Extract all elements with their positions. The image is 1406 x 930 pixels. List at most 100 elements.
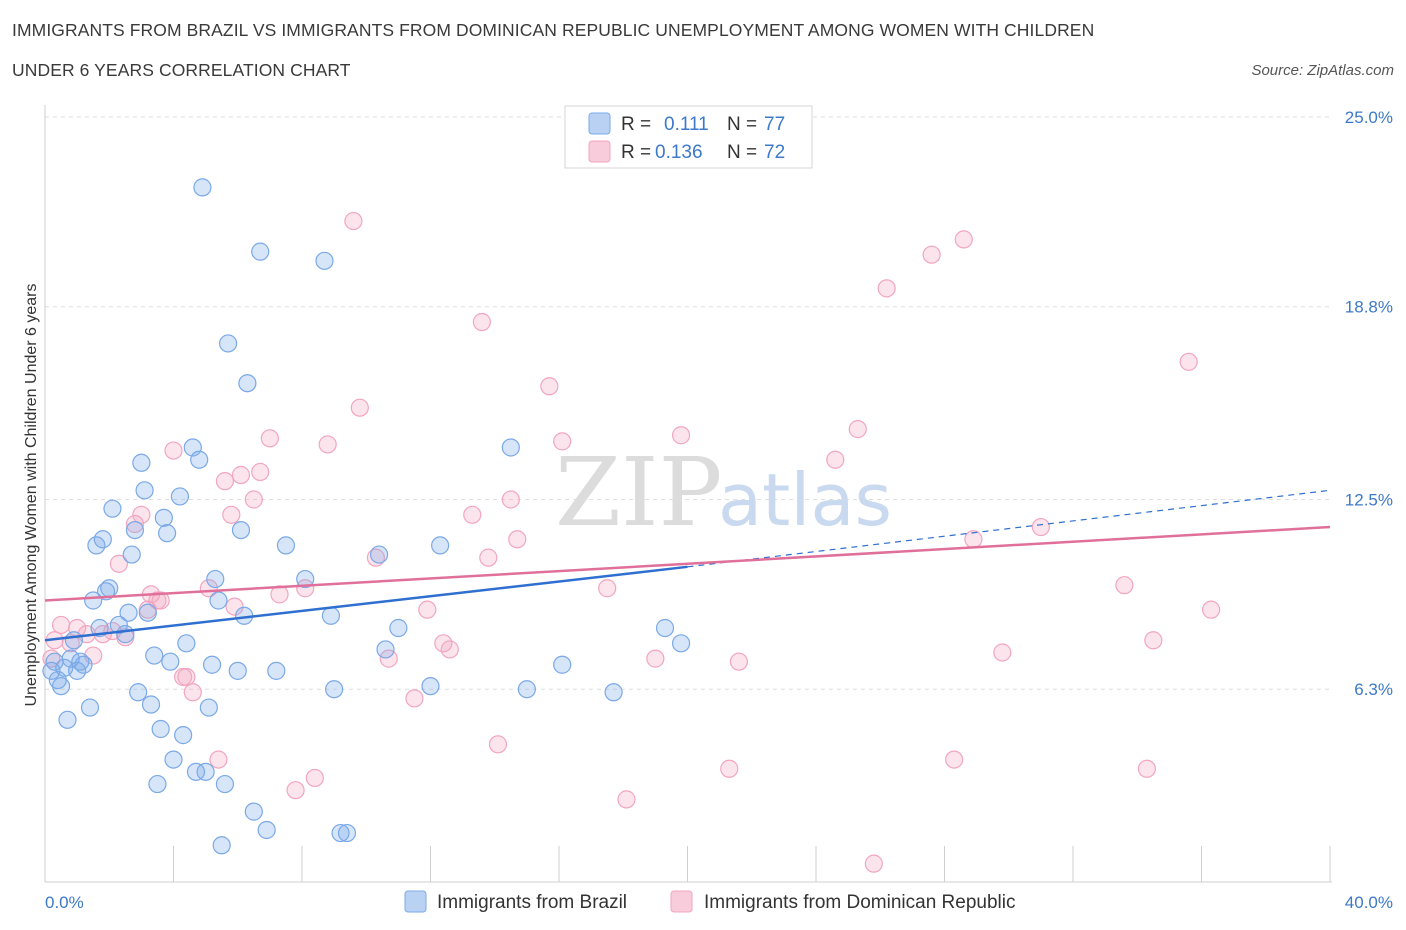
chart-title-line-2: UNDER 6 YEARS CORRELATION CHART	[12, 60, 351, 80]
brazil-point	[431, 536, 450, 555]
x-tick-label: 40.0%	[1345, 893, 1393, 912]
dominican-point	[209, 750, 228, 769]
watermark-atlas: atlas	[718, 458, 892, 542]
legend-brazil-swatch	[588, 112, 611, 135]
brazil-point	[145, 646, 164, 665]
brazil-point	[141, 695, 161, 714]
legend-dominican-n-label: N =	[727, 142, 757, 163]
brazil-point	[148, 774, 167, 794]
source-label: Source: ZipAtlas.com	[1251, 62, 1394, 79]
dominican-point	[51, 615, 71, 635]
brazil-point	[370, 545, 389, 564]
dominican-point	[1137, 759, 1156, 778]
brazil-point	[157, 524, 177, 543]
brazil-point	[93, 530, 112, 549]
dominican-point	[215, 472, 234, 491]
x-tick-labels: 0.0% 40.0%	[45, 893, 1393, 912]
dominican-point	[164, 441, 183, 460]
dominican-point	[183, 683, 202, 702]
dominican-point	[720, 759, 739, 778]
x-tick-label: 0.0%	[45, 893, 84, 912]
brazil-point	[202, 655, 222, 674]
bottom-legend-dominican-label: Immigrants from Dominican Republic	[704, 892, 1016, 913]
bottom-legend: Immigrants from Brazil Immigrants from D…	[404, 890, 1016, 913]
brazil-point	[325, 680, 344, 699]
brazil-point	[90, 618, 109, 638]
brazil-point	[119, 603, 138, 622]
brazil-trend-extension	[687, 489, 1331, 568]
dominican-point	[418, 600, 437, 619]
y-axis-label: Unemployment Among Women with Children U…	[23, 283, 40, 706]
brazil-point	[74, 655, 93, 674]
brazil-point	[164, 750, 183, 769]
dominican-point	[1031, 517, 1050, 537]
dominican-point	[244, 490, 263, 509]
brazil-points	[42, 178, 691, 855]
brazil-point	[337, 823, 357, 843]
brazil-point	[257, 820, 276, 840]
brazil-point	[376, 640, 395, 659]
dominican-point	[318, 435, 337, 454]
dominican-point	[463, 505, 482, 524]
dominican-point	[993, 643, 1012, 662]
brazil-point	[655, 618, 675, 638]
brazil-point	[129, 683, 148, 702]
dominican-points	[42, 211, 1221, 873]
dominican-point	[405, 689, 424, 708]
dominican-point	[296, 579, 315, 598]
dominican-point	[617, 790, 636, 809]
brazil-point	[174, 726, 193, 745]
y-tick-label: 6.3%	[1354, 680, 1393, 699]
y-tick-label: 12.5%	[1345, 491, 1393, 510]
dominican-trend-line	[44, 525, 1331, 602]
brazil-point	[138, 603, 157, 622]
brazil-point	[154, 508, 173, 527]
brazil-point	[51, 677, 71, 696]
dominican-point	[286, 781, 305, 800]
dominican-point	[350, 398, 369, 417]
dominican-point	[366, 548, 385, 567]
y-tick-labels: 6.3% 12.5% 18.8% 25.0%	[1345, 108, 1393, 699]
brazil-point	[421, 677, 440, 696]
brazil-trend-line	[44, 565, 688, 642]
brazil-point	[501, 438, 520, 457]
dominican-point	[864, 854, 883, 873]
brazil-point	[161, 652, 180, 671]
brazil-point	[116, 625, 135, 644]
dominican-point	[848, 420, 867, 439]
brazil-point	[58, 710, 77, 729]
brazil-point	[219, 334, 238, 353]
dominican-point	[125, 514, 145, 534]
axes	[44, 105, 1332, 883]
dominican-point	[501, 490, 520, 509]
trend-lines	[44, 489, 1331, 642]
brazil-point	[80, 698, 100, 717]
brazil-point	[331, 823, 350, 843]
dominican-point	[1202, 600, 1221, 619]
dominican-point	[729, 652, 749, 671]
dominican-point	[472, 312, 491, 332]
brazil-point	[315, 251, 334, 270]
top-legend: R = 0.111 N = 77 R = 0.136 N = 72	[564, 105, 813, 169]
brazil-point	[177, 634, 196, 653]
brazil-point	[103, 499, 122, 518]
brazil-point	[215, 774, 234, 794]
dominican-point	[1115, 576, 1134, 595]
y-tick-label: 25.0%	[1345, 108, 1393, 127]
brazil-point	[199, 698, 218, 717]
dominican-point	[945, 750, 964, 769]
brazil-point	[186, 762, 206, 781]
dominican-point	[488, 735, 508, 754]
dominican-point	[260, 429, 279, 448]
brazil-point	[132, 453, 151, 472]
brazil-point	[206, 569, 225, 589]
dominican-point	[61, 634, 80, 653]
legend-brazil-n-label: N =	[727, 114, 757, 135]
dominican-point	[508, 530, 527, 549]
dominican-point	[646, 649, 665, 668]
bottom-legend-brazil-label: Immigrants from Brazil	[437, 892, 627, 913]
brazil-point	[71, 652, 90, 671]
brazil-point	[321, 606, 341, 625]
brazil-point	[170, 487, 190, 506]
